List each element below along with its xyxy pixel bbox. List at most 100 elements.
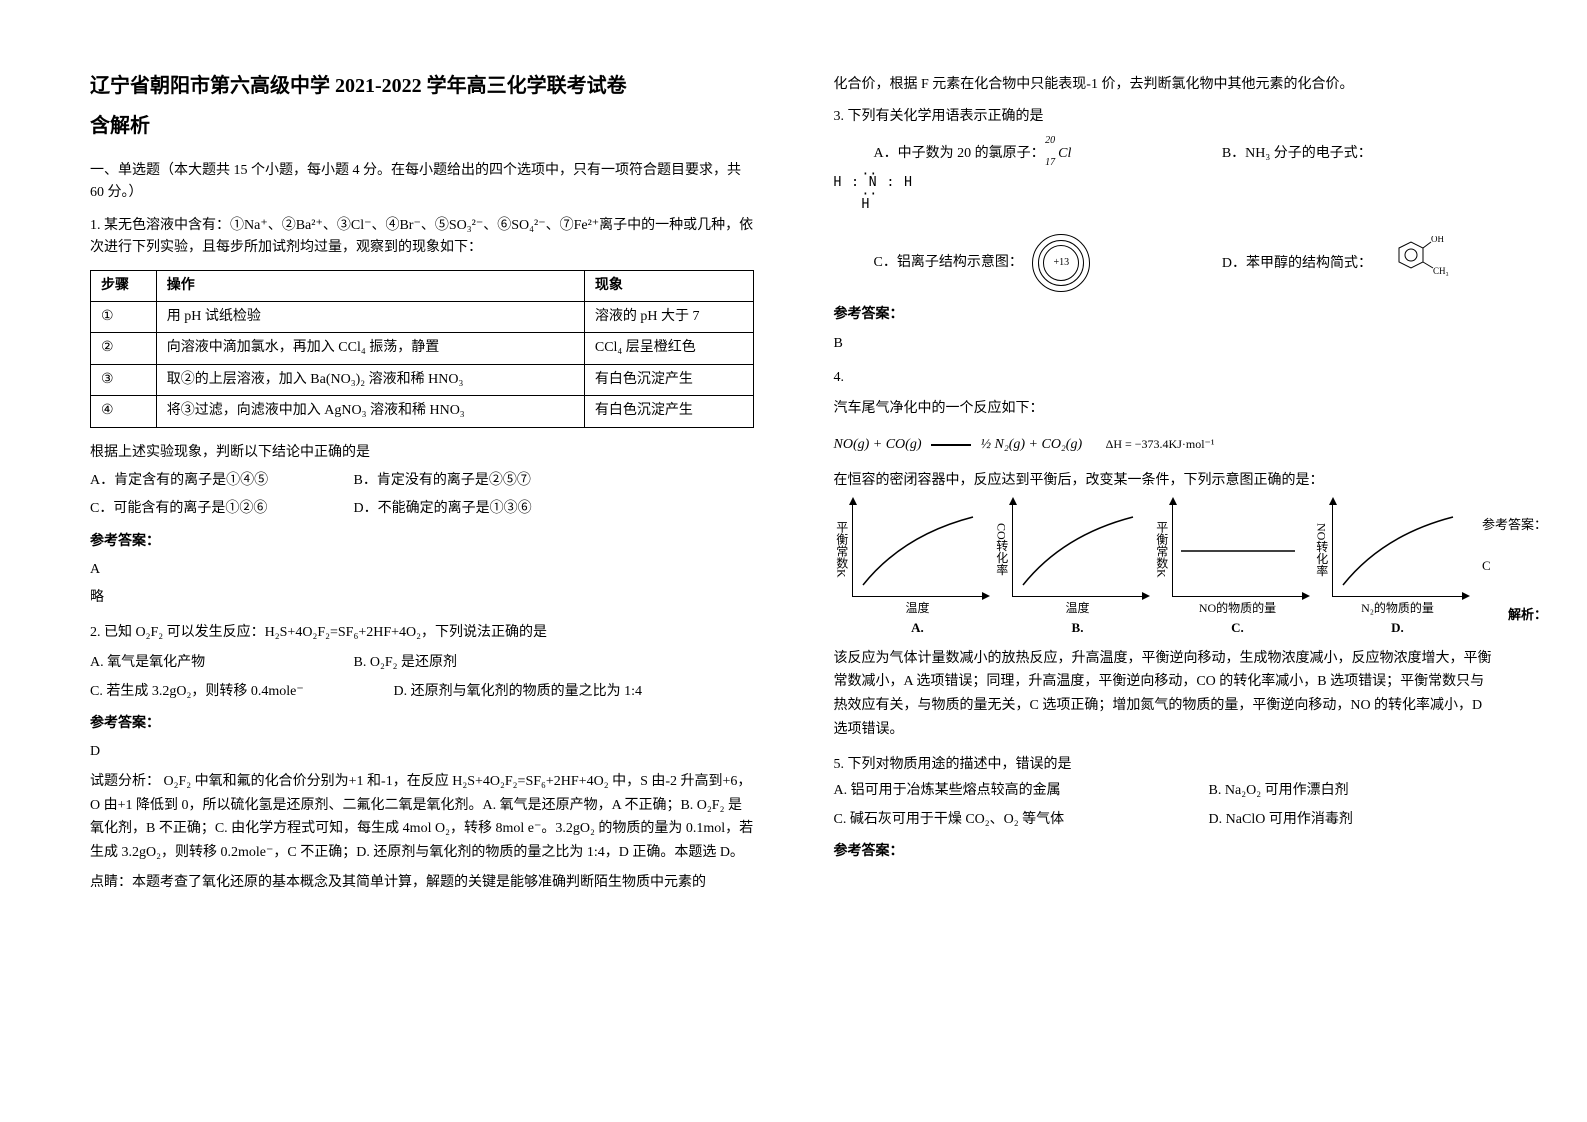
q1-opt-d: D．不能确定的离子是①③⑥ [354, 498, 532, 520]
chart-b: CO转化率 温度 B. [994, 505, 1144, 639]
q3-opt-a-text: A．中子数为 20 的氯原子： [874, 146, 1045, 161]
q1-opt-c: C．可能含有的离子是①②⑥ [90, 498, 350, 520]
th-op: 操作 [156, 270, 584, 301]
q2-opt-c: C. 若生成 3.2gO₂，则转移 0.4mole⁻ [90, 681, 390, 703]
eq-left: NO(g) + CO(g) [834, 437, 922, 452]
q1-opt-a: A．肯定含有的离子是①④⑤ [90, 470, 350, 492]
cl-atomic: 17 [1045, 155, 1055, 171]
question-5: 5. 下列对物质用途的描述中，错误的是 A. 铝可用于冶炼某些熔点较高的金属 B… [834, 754, 1498, 864]
chart-d: NO转化率 N₂的物质的量 D. [1314, 505, 1464, 639]
table-header-row: 步骤 操作 现象 [91, 270, 754, 301]
chart-a-xlabel: 温度 [852, 599, 984, 618]
chart-b-ylabel: CO转化率 [992, 505, 1011, 595]
eq-delta-h: ΔH = −373.4KJ·mol⁻¹ [1106, 437, 1215, 451]
q3-opt-c-wrap: C．铝离子结构示意图： +13 [834, 234, 1219, 292]
chart-d-letter: D. [1332, 618, 1464, 639]
cell: 取②的上层溶液，加入 Ba(NO₃)₂ 溶液和稀 HNO₃ [156, 364, 584, 395]
q3-opt-d-text: D．苯甲醇的结构简式： [1222, 256, 1372, 271]
q2-answer: D [90, 741, 754, 763]
chart-a-letter: A. [852, 618, 984, 639]
chart-d-ylabel: NO转化率 [1312, 505, 1331, 595]
q3-answer: B [834, 333, 1498, 355]
question-1: 1. 某无色溶液中含有：①Na⁺、②Ba²⁺、③Cl⁻、④Br⁻、⑤SO₃²⁻、… [90, 215, 754, 610]
q5-opt-c: C. 碱石灰可用于干燥 CO₂、O₂ 等气体 [834, 809, 1206, 831]
question-4: 4. 汽车尾气净化中的一个反应如下： NO(g) + CO(g) ½ N₂(g)… [834, 367, 1498, 742]
cell: CCl₄ 层呈橙红色 [584, 333, 753, 364]
q4-line1: 汽车尾气净化中的一个反应如下： [834, 398, 1498, 420]
q3-stem: 3. 下列有关化学用语表示正确的是 [834, 106, 1498, 128]
ion-core: +13 [1054, 255, 1070, 271]
page-title-2: 含解析 [90, 110, 754, 142]
charts-container: 平衡常数K 温度 A. CO转化率 [834, 505, 1498, 639]
chart-c: 平衡常数K NO的物质的量 C. [1154, 505, 1304, 639]
q2-explanation-2: 点睛：本题考查了氧化还原的基本概念及其简单计算，解题的关键是能够准确判断陌生物质… [90, 871, 754, 895]
q4-line2: 在恒容的密闭容器中，反应达到平衡后，改变某一条件，下列示意图正确的是： [834, 470, 1498, 492]
th-step: 步骤 [91, 270, 157, 301]
right-column: 化合价，根据 F 元素在化合物中只能表现-1 价，去判断氯化物中其他元素的化合价… [794, 40, 1528, 1082]
chart-a-ylabel: 平衡常数K [832, 505, 851, 595]
cell: 向溶液中滴加氯水，再加入 CCl₄ 振荡，静置 [156, 333, 584, 364]
benzyl-structure-icon: OH CH₃ [1381, 236, 1451, 290]
q2-explanation-1: 试题分析： O₂F₂ 中氧和氟的化合价分别为+1 和-1，在反应 H₂S+4O₂… [90, 770, 754, 865]
lewis-row-3: H [834, 197, 1498, 213]
chart-c-letter: C. [1172, 618, 1304, 639]
q4-analysis: 该反应为气体计量数减小的放热反应，升高温度，平衡逆向移动，生成物浓度减小，反应物… [834, 647, 1498, 742]
ch3-label: CH₃ [1433, 266, 1449, 276]
page-title-1: 辽宁省朝阳市第六高级中学 2021-2022 学年高三化学联考试卷 [90, 70, 754, 102]
side-ans-value: C [1482, 556, 1547, 577]
chart-b-letter: B. [1012, 618, 1144, 639]
q2-stem: 2. 已知 O₂F₂ 可以发生反应：H₂S+4O₂F₂=SF₆+2HF+4O₂，… [90, 622, 754, 644]
q3-opt-b: B．NH₃ 分子的电子式： [1222, 146, 1372, 161]
q3-opt-d-wrap: D．苯甲醇的结构简式： OH CH₃ [1222, 256, 1452, 271]
q4-number: 4. [834, 367, 1498, 389]
eq-right: ½ N₂(g) + CO₂(g) [981, 437, 1083, 452]
q5-opt-a: A. 铝可用于冶炼某些熔点较高的金属 [834, 780, 1206, 802]
ion-structure-icon: +13 [1032, 234, 1090, 292]
lewis-dots: ·· [862, 187, 878, 203]
cell: 用 pH 试纸检验 [156, 301, 584, 332]
q4-equation: NO(g) + CO(g) ½ N₂(g) + CO₂(g) ΔH = −373… [834, 434, 1498, 456]
cell: ③ [91, 364, 157, 395]
oh-label: OH [1431, 236, 1444, 244]
q1-brief: 略 [90, 587, 754, 609]
answer-label: 参考答案： [90, 531, 754, 553]
question-3: 3. 下列有关化学用语表示正确的是 A．中子数为 20 的氯原子： 20 17 … [834, 106, 1498, 355]
q5-opt-d: D. NaClO 可用作消毒剂 [1209, 809, 1353, 831]
table-row: ② 向溶液中滴加氯水，再加入 CCl₄ 振荡，静置 CCl₄ 层呈橙红色 [91, 333, 754, 364]
q1-answer: A [90, 559, 754, 581]
q4-side-answer: 参考答案： C [1482, 515, 1547, 577]
analysis-label: 解析： [1508, 605, 1547, 626]
cell: 溶液的 pH 大于 7 [584, 301, 753, 332]
q2-opt-a: A. 氧气是氧化产物 [90, 652, 350, 674]
chart-d-xlabel: N₂的物质的量 [1332, 599, 1464, 618]
cell: 有白色沉淀产生 [584, 396, 753, 427]
question-2: 2. 已知 O₂F₂ 可以发生反应：H₂S+4O₂F₂=SF₆+2HF+4O₂，… [90, 622, 754, 895]
q1-stem: 1. 某无色溶液中含有：①Na⁺、②Ba²⁺、③Cl⁻、④Br⁻、⑤SO₃²⁻、… [90, 215, 754, 260]
q5-opt-b: B. Na₂O₂ 可用作漂白剂 [1209, 780, 1349, 802]
answer-label: 参考答案： [90, 713, 754, 735]
q3-opt-a-wrap: A．中子数为 20 的氯原子： 20 17 Cl [834, 143, 1219, 165]
equilibrium-arrow-icon [931, 444, 971, 446]
table-row: ④ 将③过滤，向滤液中加入 AgNO₃ 溶液和稀 HNO₃ 有白色沉淀产生 [91, 396, 754, 427]
answer-label: 参考答案： [834, 304, 1498, 326]
answer-label: 参考答案： [834, 841, 1498, 863]
q5-stem: 5. 下列对物质用途的描述中，错误的是 [834, 754, 1498, 776]
table-row: ① 用 pH 试纸检验 溶液的 pH 大于 7 [91, 301, 754, 332]
left-column: 辽宁省朝阳市第六高级中学 2021-2022 学年高三化学联考试卷 含解析 一、… [60, 40, 794, 1082]
cell: 有白色沉淀产生 [584, 364, 753, 395]
q1-opt-b: B．肯定没有的离子是②⑤⑦ [354, 470, 531, 492]
q1-tail: 根据上述实验现象，判断以下结论中正确的是 [90, 442, 754, 464]
table-row: ③ 取②的上层溶液，加入 Ba(NO₃)₂ 溶液和稀 HNO₃ 有白色沉淀产生 [91, 364, 754, 395]
cell: ① [91, 301, 157, 332]
chart-c-xlabel: NO的物质的量 [1172, 599, 1304, 618]
q2-opt-d: D. 还原剂与氧化剂的物质的量之比为 1:4 [394, 681, 643, 703]
th-phen: 现象 [584, 270, 753, 301]
cell: ② [91, 333, 157, 364]
cell: ④ [91, 396, 157, 427]
cell: 将③过滤，向滤液中加入 AgNO₃ 溶液和稀 HNO₃ [156, 396, 584, 427]
q2-opt-b: B. O₂F₂ 是还原剂 [354, 652, 458, 674]
q1-table: 步骤 操作 现象 ① 用 pH 试纸检验 溶液的 pH 大于 7 ② 向溶液中滴… [90, 270, 754, 428]
side-ans-label: 参考答案： [1482, 515, 1547, 536]
lewis-structure: ·· H : N : H ·· H [834, 175, 1498, 212]
chart-c-ylabel: 平衡常数K [1152, 505, 1171, 595]
